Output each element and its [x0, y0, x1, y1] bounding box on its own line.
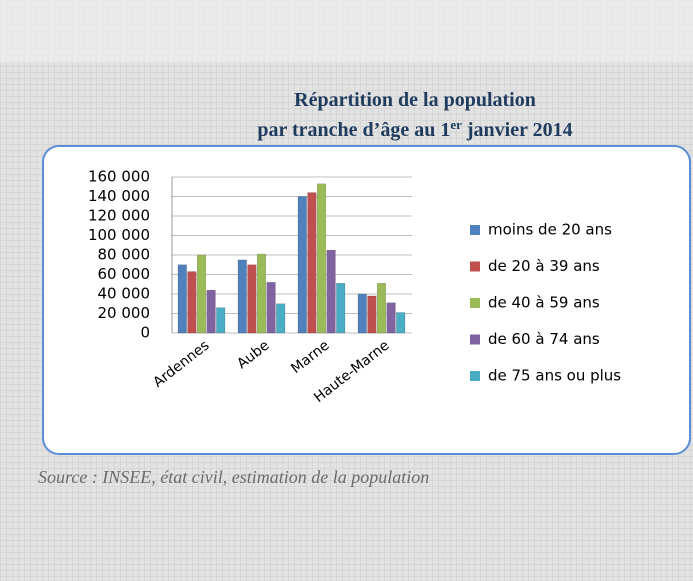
bar [316, 183, 327, 334]
legend-label: de 40 à 59 ans [488, 294, 600, 312]
legend-label: de 60 à 74 ans [488, 330, 600, 348]
bar [266, 282, 276, 334]
legend-label: de 75 ans ou plus [488, 367, 621, 385]
bar [256, 253, 267, 334]
legend-label: de 20 à 39 ans [488, 257, 600, 275]
bar [386, 302, 396, 334]
bar [276, 303, 286, 334]
chart-title: Répartition de la population [294, 89, 536, 111]
y-tick-label: 80 000 [98, 246, 151, 264]
top-band [0, 0, 693, 62]
bar [367, 295, 377, 334]
chart-title: par tranche d’âge au 1er janvier 2014 [257, 117, 572, 141]
legend-swatch [470, 261, 480, 272]
y-tick-label: 0 [140, 324, 150, 342]
bar [216, 307, 226, 334]
y-tick-label: 100 000 [88, 226, 150, 244]
bar [177, 264, 187, 334]
legend-swatch [470, 334, 480, 345]
bar [376, 283, 387, 334]
bar [247, 264, 257, 334]
legend-label: moins de 20 ans [488, 221, 612, 239]
bar [187, 271, 197, 334]
legend-swatch [470, 298, 480, 308]
title-superscript: er [450, 117, 462, 132]
y-tick-label: 60 000 [98, 265, 151, 283]
legend-swatch [470, 371, 480, 381]
bar [196, 254, 207, 334]
bar [326, 249, 336, 334]
bar [237, 259, 247, 334]
source: Source : INSEE, état civil, estimation d… [38, 467, 429, 487]
bar [336, 283, 346, 334]
y-tick-label: 40 000 [98, 285, 151, 303]
y-tick-label: 120 000 [88, 207, 150, 225]
bar [307, 192, 317, 334]
y-tick-label: 140 000 [88, 187, 150, 205]
y-tick-label: 20 000 [98, 304, 151, 322]
legend-swatch [470, 225, 480, 235]
title-part: janvier 2014 [466, 119, 573, 141]
bar [396, 312, 406, 334]
bar [206, 289, 216, 334]
title-part: par tranche d’âge au 1 [257, 119, 450, 141]
y-tick-label: 160 000 [88, 168, 150, 186]
bar [357, 293, 367, 334]
bar [297, 196, 307, 334]
